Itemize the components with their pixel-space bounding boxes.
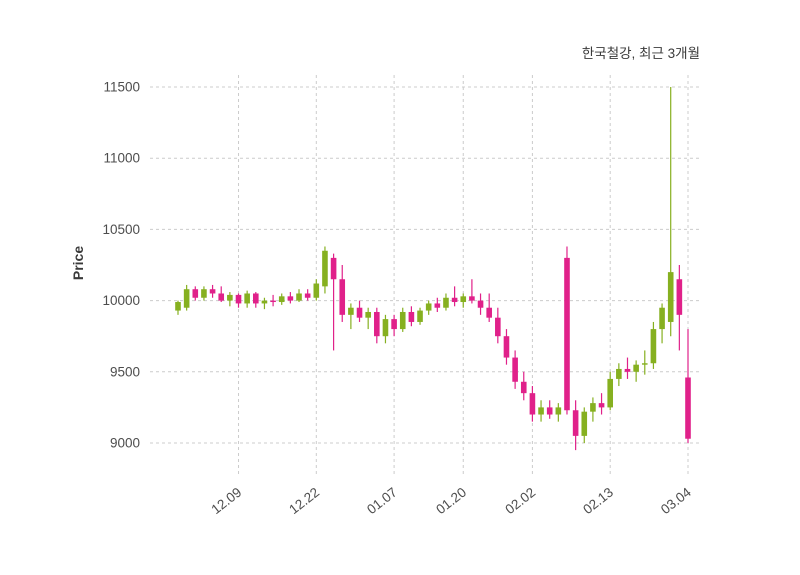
candle-body-down <box>469 296 475 301</box>
candle-body-down <box>270 300 276 303</box>
candle-body-up <box>667 272 674 322</box>
candle-body-down <box>598 403 605 408</box>
candle-body-up <box>183 289 190 308</box>
candle-body-up <box>555 407 562 415</box>
candle-body-down <box>676 279 683 315</box>
chart-title: 한국철강, 최근 3개월 <box>581 46 700 61</box>
candle-body-up <box>641 363 648 365</box>
candle-body-down <box>374 311 380 337</box>
candle-body-down <box>218 293 225 301</box>
candle-body-up <box>348 307 354 315</box>
candle-body-down <box>572 410 579 436</box>
candle-body-up <box>633 364 639 372</box>
candle-body-up <box>607 378 614 408</box>
y-tick-label: 10500 <box>102 222 140 237</box>
candle-body-down <box>192 289 199 298</box>
candle-body-down <box>330 257 337 280</box>
candle-body-up <box>659 307 665 330</box>
candle-body-down <box>512 357 518 382</box>
candle-body-up <box>322 250 328 287</box>
candle-body-up <box>443 297 449 308</box>
candle-body-down <box>477 300 484 308</box>
candle-body-up <box>296 293 302 301</box>
candle-body-down <box>356 307 363 318</box>
y-tick-label: 11500 <box>103 80 140 95</box>
candle-body-up <box>590 403 596 412</box>
candle-body-up <box>616 368 622 379</box>
candle-body-down <box>503 336 510 358</box>
candle-body-down <box>287 296 294 301</box>
candle-body-down <box>495 317 501 337</box>
candle-body-down <box>529 393 536 415</box>
candle-body-up <box>425 303 432 311</box>
candle-body-up <box>365 311 371 318</box>
candle-body-down <box>391 319 397 330</box>
candle-body-up <box>278 296 285 303</box>
x-tick-label: 02.13 <box>580 485 616 518</box>
candle-body-down <box>624 368 631 372</box>
x-tick-label: 02.02 <box>502 485 538 518</box>
x-tick-label: 03.04 <box>658 484 694 517</box>
candle-body-up <box>650 329 657 364</box>
candle-body-down <box>434 303 441 308</box>
y-tick-label: 11000 <box>103 151 140 166</box>
candle-body-up <box>417 310 423 322</box>
candle-body-up <box>538 407 544 415</box>
candle-body-down <box>408 311 415 322</box>
candle-body-up <box>460 296 467 303</box>
candle-body-up <box>227 294 233 301</box>
candle-body-down <box>339 279 346 315</box>
candle-body-down <box>304 293 311 298</box>
candle-body-down <box>564 257 570 411</box>
x-tick-label: 01.07 <box>364 485 400 518</box>
y-tick-label: 9000 <box>110 436 140 451</box>
candle-body-up <box>201 289 207 298</box>
candle-body-down <box>252 293 259 304</box>
candle-body-down <box>685 377 691 439</box>
candle-body-up <box>581 411 588 436</box>
candle-body-down <box>486 307 492 318</box>
y-tick-label: 9500 <box>110 364 140 379</box>
candle-body-up <box>399 311 406 330</box>
candle-body-up <box>382 319 389 337</box>
candle-body-up <box>313 283 320 298</box>
x-tick-label: 12.22 <box>286 485 322 518</box>
candle-body-down <box>451 297 458 303</box>
candle-body-up <box>261 300 268 304</box>
candle-body-down <box>546 407 553 415</box>
candle-body-down <box>235 294 242 304</box>
y-tick-label: 10000 <box>102 293 140 308</box>
candle-body-up <box>175 302 181 311</box>
x-tick-label: 01.20 <box>433 485 469 518</box>
x-tick-label: 12.09 <box>208 485 244 518</box>
candle-body-down <box>520 381 527 394</box>
candle-body-down <box>209 289 216 294</box>
candle-body-up <box>244 293 250 304</box>
y-axis-label: Price <box>70 245 86 281</box>
